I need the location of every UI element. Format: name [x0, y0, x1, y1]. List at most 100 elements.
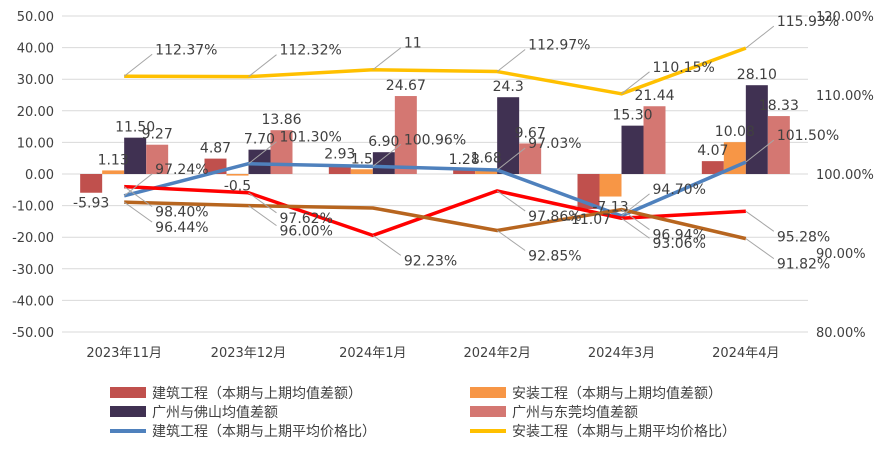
bar — [453, 169, 476, 174]
y-tick-label: -50.00 — [12, 326, 54, 341]
leader-line — [745, 25, 775, 49]
line-data-label: 92.85% — [528, 248, 581, 264]
leader-line — [745, 238, 775, 260]
bar-data-label: 1.5 — [351, 151, 373, 167]
bar — [350, 169, 373, 174]
legend-swatch — [110, 387, 146, 398]
bar-data-label: 18.33 — [759, 98, 799, 114]
line-data-label: 98.40% — [155, 205, 208, 221]
line-data-label: 100.96% — [404, 132, 466, 148]
bar-data-label: 9.27 — [142, 127, 173, 143]
bar-data-label: 24.3 — [493, 79, 524, 95]
bar-data-label: 15.30 — [612, 108, 652, 124]
y2-tick-label: 110.00% — [816, 89, 874, 104]
bar — [248, 149, 271, 174]
bar — [701, 161, 724, 174]
leader-line — [621, 193, 650, 217]
y-tick-label: 10.00 — [17, 136, 54, 151]
left-axis-ticks: 50.00 40.00 30.00 20.00 10.00 0.00 -10.00 -20.0… — [12, 10, 54, 341]
bar — [102, 170, 125, 174]
legend-label: 安装工程（本期与上期均值差额） — [512, 386, 722, 402]
x-tick-label: 2023年12月 — [211, 346, 287, 361]
y-tick-label: 30.00 — [17, 73, 54, 88]
leader-line — [372, 47, 402, 71]
leader-line — [248, 205, 277, 227]
line-data-label: 91.82% — [777, 257, 830, 273]
line-series — [123, 46, 747, 241]
line-data-label: 101.30% — [280, 130, 342, 146]
bar-data-label: -11.07 — [566, 212, 611, 228]
leader-line — [496, 147, 526, 171]
legend: 建筑工程（本期与上期均值差额） 安装工程（本期与上期均值差额） 广州与佛山均值差额 广… — [110, 386, 736, 440]
bar-data-label: 13.86 — [261, 112, 301, 128]
leader-line — [372, 234, 402, 256]
bar-data-label: 1.28 — [449, 152, 480, 168]
bar — [372, 152, 395, 174]
bar — [745, 85, 768, 174]
y2-tick-label: 80.00% — [816, 326, 866, 341]
leader-line — [248, 141, 277, 165]
leader-line — [496, 49, 526, 72]
x-tick-label: 2024年3月 — [588, 346, 655, 361]
legend-label: 广州与东莞均值差额 — [512, 405, 638, 421]
bar — [643, 106, 666, 174]
legend-label: 建筑工程（本期与上期均值差额） — [152, 386, 362, 402]
bar — [621, 125, 644, 174]
legend-swatch — [470, 406, 506, 417]
series-line — [123, 160, 747, 218]
bar-data-label: -0.5 — [224, 179, 251, 195]
legend-swatch — [470, 387, 506, 398]
bar-data-label: 21.44 — [634, 88, 674, 104]
y-tick-label: 20.00 — [17, 105, 54, 120]
y2-tick-label: 100.00% — [816, 168, 874, 183]
bar — [328, 164, 351, 174]
line-data-label: 95.28% — [777, 229, 830, 245]
bar-data-label: 10.08 — [715, 124, 755, 140]
bar-data-label: 6.90 — [368, 134, 399, 150]
line-data-label: 97.86% — [528, 209, 581, 225]
y-tick-label: 40.00 — [17, 42, 54, 57]
bar — [519, 143, 542, 174]
bar — [497, 97, 520, 174]
legend-label: 建筑工程（本期与上期平均价格比） — [152, 424, 376, 440]
leader-line — [621, 217, 650, 239]
leader-line — [745, 210, 775, 232]
line-data-label: 11 — [404, 36, 422, 52]
series-line — [124, 46, 747, 96]
line-data-label: 101.50% — [777, 128, 839, 144]
leader-line — [621, 71, 650, 95]
series-line — [124, 184, 746, 238]
line-data-label: 97.24% — [155, 162, 208, 178]
leader-line — [123, 53, 153, 77]
leader-line — [745, 139, 775, 163]
right-axis-ticks: 120.00% 110.00% 100.00% 90.00% 80.00% — [816, 10, 874, 341]
leader-line — [123, 173, 153, 197]
x-tick-label: 2024年2月 — [463, 346, 530, 361]
x-tick-label: 2023年11月 — [86, 346, 162, 361]
line-data-label: 115.93% — [777, 14, 839, 30]
y-tick-label: 0.00 — [25, 168, 54, 183]
bar — [767, 116, 790, 174]
bar — [226, 174, 249, 176]
line-data-label: 92.23% — [404, 253, 457, 269]
y-tick-label: -30.00 — [12, 263, 54, 278]
bar-data-label: -7.13 — [592, 200, 628, 216]
line-data-label: 96.94% — [653, 228, 706, 244]
bar — [394, 96, 417, 174]
x-tick-label: 2024年4月 — [712, 346, 779, 361]
bar-data-label: 4.07 — [697, 143, 728, 159]
line-data-label: 96.00% — [280, 224, 333, 240]
line-data-label: 112.32% — [280, 43, 342, 59]
line-data-label: 96.44% — [155, 220, 208, 236]
y2-tick-label: 90.00% — [816, 247, 866, 262]
y-tick-label: 50.00 — [17, 10, 54, 25]
legend-label: 广州与佛山均值差额 — [152, 405, 278, 421]
leader-line — [123, 201, 153, 223]
leader-line — [248, 192, 277, 214]
y-tick-label: -40.00 — [12, 294, 54, 309]
leader-line — [496, 190, 526, 212]
line-data-label: 112.97% — [528, 38, 590, 54]
leader-line — [248, 54, 277, 78]
line-data-label: 97.03% — [528, 136, 581, 152]
